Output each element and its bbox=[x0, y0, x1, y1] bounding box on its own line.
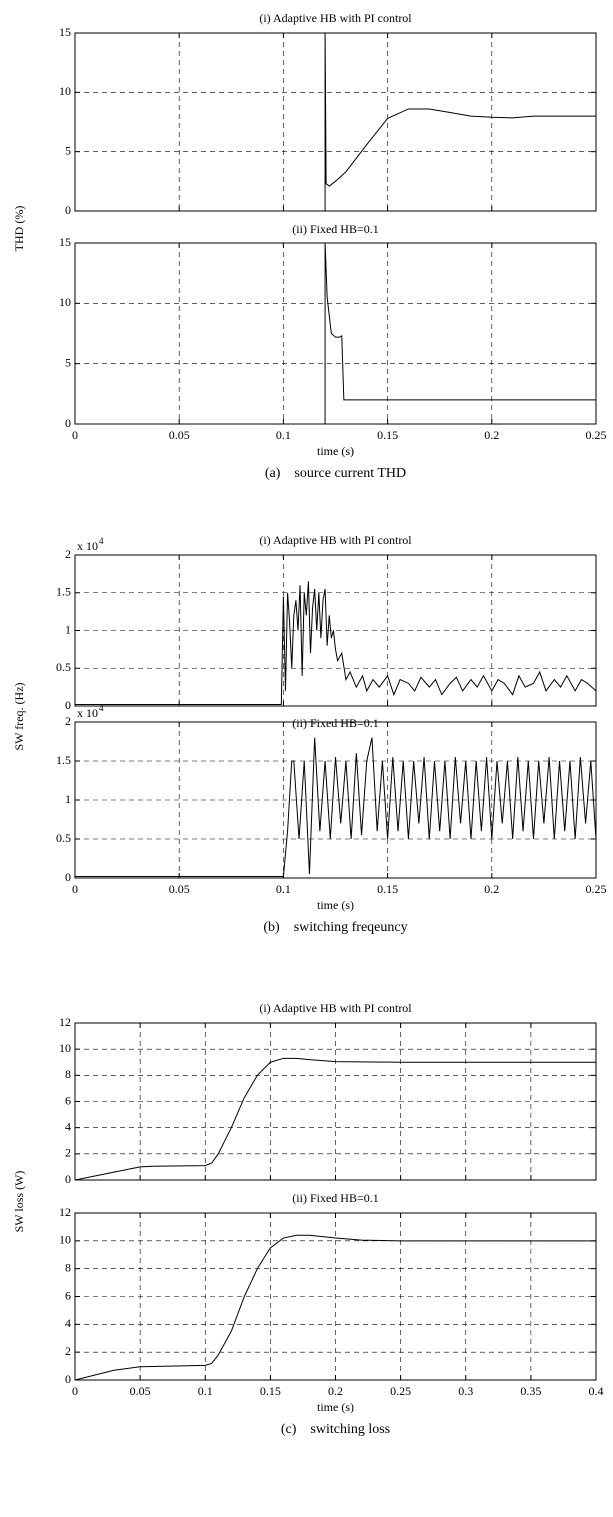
y-exponent-power: 4 bbox=[99, 703, 104, 713]
x-tick-label: 0 bbox=[72, 1384, 78, 1398]
y-tick-label: 10 bbox=[59, 84, 71, 98]
subplot-title: (ii) Fixed HB=0.1 bbox=[292, 1191, 378, 1205]
y-tick-label: 4 bbox=[65, 1316, 71, 1330]
y-tick-label: 15 bbox=[59, 235, 71, 249]
x-tick-label: 0.25 bbox=[586, 428, 607, 442]
y-tick-label: 0.5 bbox=[56, 831, 71, 845]
data-line bbox=[75, 1057, 596, 1180]
y-tick-label: 2 bbox=[65, 547, 71, 561]
y-exponent-base: x 10 bbox=[77, 539, 98, 553]
y-tick-label: 1 bbox=[65, 622, 71, 636]
y-tick-label: 0.5 bbox=[56, 660, 71, 674]
axes-frame bbox=[74, 1022, 597, 1181]
axes-frame bbox=[74, 242, 597, 425]
x-tick-label: 0 bbox=[72, 428, 78, 442]
data-line bbox=[75, 737, 596, 877]
y-exponent-base: x 10 bbox=[77, 706, 98, 720]
y-tick-label: 1 bbox=[65, 792, 71, 806]
x-tick-label: 0.15 bbox=[377, 428, 398, 442]
y-tick-label: 0 bbox=[65, 1372, 71, 1386]
x-tick-label: 0.3 bbox=[458, 1384, 473, 1398]
y-tick-label: 1.5 bbox=[56, 585, 71, 599]
x-tick-label: 0.15 bbox=[377, 882, 398, 896]
x-tick-label: 0.25 bbox=[390, 1384, 411, 1398]
data-line bbox=[75, 1234, 596, 1380]
panel-caption: (b) switching freqeuncy bbox=[263, 920, 407, 935]
x-tick-label: 0.1 bbox=[276, 428, 291, 442]
x-tick-label: 0.05 bbox=[130, 1384, 151, 1398]
y-tick-label: 12 bbox=[59, 1205, 71, 1219]
x-tick-label: 0.25 bbox=[586, 882, 607, 896]
y-tick-label: 0 bbox=[65, 416, 71, 430]
x-axis-label: time (s) bbox=[317, 898, 354, 912]
axes-frame bbox=[74, 1212, 597, 1381]
x-tick-label: 0.15 bbox=[260, 1384, 281, 1398]
axes-frame bbox=[74, 721, 597, 879]
y-tick-label: 6 bbox=[65, 1288, 71, 1302]
x-tick-label: 0.2 bbox=[328, 1384, 343, 1398]
subplot-title: (i) Adaptive HB with PI control bbox=[259, 533, 412, 547]
y-tick-label: 15 bbox=[59, 25, 71, 39]
y-exponent-power: 4 bbox=[99, 536, 104, 546]
panel-caption: (a) source current THD bbox=[265, 466, 406, 481]
data-line bbox=[75, 33, 596, 211]
subplot-title: (ii) Fixed HB=0.1 bbox=[292, 716, 378, 730]
x-tick-label: 0.05 bbox=[169, 428, 190, 442]
y-tick-label: 2 bbox=[65, 1344, 71, 1358]
y-tick-label: 0 bbox=[65, 203, 71, 217]
axes-frame bbox=[74, 32, 597, 212]
x-tick-label: 0.35 bbox=[520, 1384, 541, 1398]
y-tick-label: 0 bbox=[65, 1172, 71, 1186]
y-tick-label: 12 bbox=[59, 1015, 71, 1029]
x-tick-label: 0.2 bbox=[484, 882, 499, 896]
y-tick-label: 5 bbox=[65, 355, 71, 369]
y-tick-label: 8 bbox=[65, 1260, 71, 1274]
x-tick-label: 0.1 bbox=[198, 1384, 213, 1398]
y-exponent: x 104 bbox=[77, 536, 104, 553]
y-tick-label: 10 bbox=[59, 295, 71, 309]
x-tick-label: 0 bbox=[72, 882, 78, 896]
axes-frame bbox=[74, 554, 597, 707]
y-exponent: x 104 bbox=[77, 703, 104, 720]
x-axis-label: time (s) bbox=[317, 444, 354, 458]
x-tick-label: 0.2 bbox=[484, 428, 499, 442]
x-tick-label: 0.05 bbox=[169, 882, 190, 896]
y-tick-label: 10 bbox=[59, 1041, 71, 1055]
y-tick-label: 2 bbox=[65, 714, 71, 728]
y-axis-label: SW freq. (Hz) bbox=[12, 682, 26, 750]
y-tick-label: 0 bbox=[65, 698, 71, 712]
data-line bbox=[75, 243, 596, 424]
y-tick-label: 4 bbox=[65, 1119, 71, 1133]
subplot-title: (i) Adaptive HB with PI control bbox=[259, 11, 412, 25]
y-tick-label: 6 bbox=[65, 1093, 71, 1107]
y-tick-label: 2 bbox=[65, 1146, 71, 1160]
subplot-title: (ii) Fixed HB=0.1 bbox=[292, 222, 378, 236]
y-tick-label: 5 bbox=[65, 143, 71, 157]
y-tick-label: 1.5 bbox=[56, 753, 71, 767]
y-tick-label: 10 bbox=[59, 1233, 71, 1247]
panel-caption: (c) switching loss bbox=[281, 1422, 390, 1437]
subplot-title: (i) Adaptive HB with PI control bbox=[259, 1001, 412, 1015]
x-axis-label: time (s) bbox=[317, 1400, 354, 1414]
y-axis-label: SW loss (W) bbox=[12, 1171, 26, 1233]
y-tick-label: 0 bbox=[65, 870, 71, 884]
x-tick-label: 0.4 bbox=[589, 1384, 604, 1398]
x-tick-label: 0.1 bbox=[276, 882, 291, 896]
y-tick-label: 8 bbox=[65, 1067, 71, 1081]
y-axis-label: THD (%) bbox=[12, 206, 26, 252]
data-line bbox=[75, 581, 596, 705]
